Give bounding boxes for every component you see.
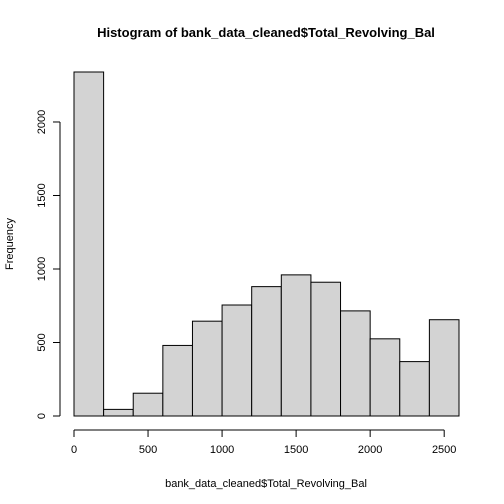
y-tick-label-1500: 1500: [36, 183, 48, 207]
histogram-bar-11: [399, 361, 430, 417]
histogram-bar-7: [280, 274, 312, 417]
chart-title: Histogram of bank_data_cleaned$Total_Rev…: [97, 25, 435, 40]
x-tick-label-0: 0: [71, 444, 77, 456]
histogram-bar-9: [340, 310, 371, 417]
x-axis-label: bank_data_cleaned$Total_Revolving_Bal: [165, 478, 367, 490]
y-axis: 0 500 1000 1500 2000: [36, 110, 61, 419]
histogram-bar-4: [191, 320, 223, 417]
histogram-bar-1: [103, 408, 134, 417]
y-tick-label-0: 0: [36, 413, 48, 419]
y-tick-label-2000: 2000: [36, 110, 48, 134]
histogram-bar-12: [428, 319, 460, 417]
histogram-bar-8: [310, 281, 342, 417]
x-tick-label-1500: 1500: [284, 444, 308, 456]
x-tick-label-1000: 1000: [210, 444, 234, 456]
x-tick-label-2500: 2500: [432, 444, 456, 456]
y-tick-label-500: 500: [36, 333, 48, 351]
histogram-bar-6: [251, 286, 282, 417]
histogram-bar-0: [73, 71, 105, 417]
histogram-bar-5: [221, 304, 253, 417]
x-tick-label-2000: 2000: [358, 444, 382, 456]
histogram-bar-3: [162, 344, 193, 417]
x-tick-label-500: 500: [139, 444, 157, 456]
histogram-bars: [73, 71, 460, 417]
x-axis: 0 500 1000 1500 2000 2500: [71, 429, 456, 456]
histogram-bar-10: [369, 338, 401, 417]
y-tick-label-1000: 1000: [36, 257, 48, 281]
histogram-bar-2: [132, 392, 164, 417]
y-axis-label: Frequency: [4, 218, 16, 270]
